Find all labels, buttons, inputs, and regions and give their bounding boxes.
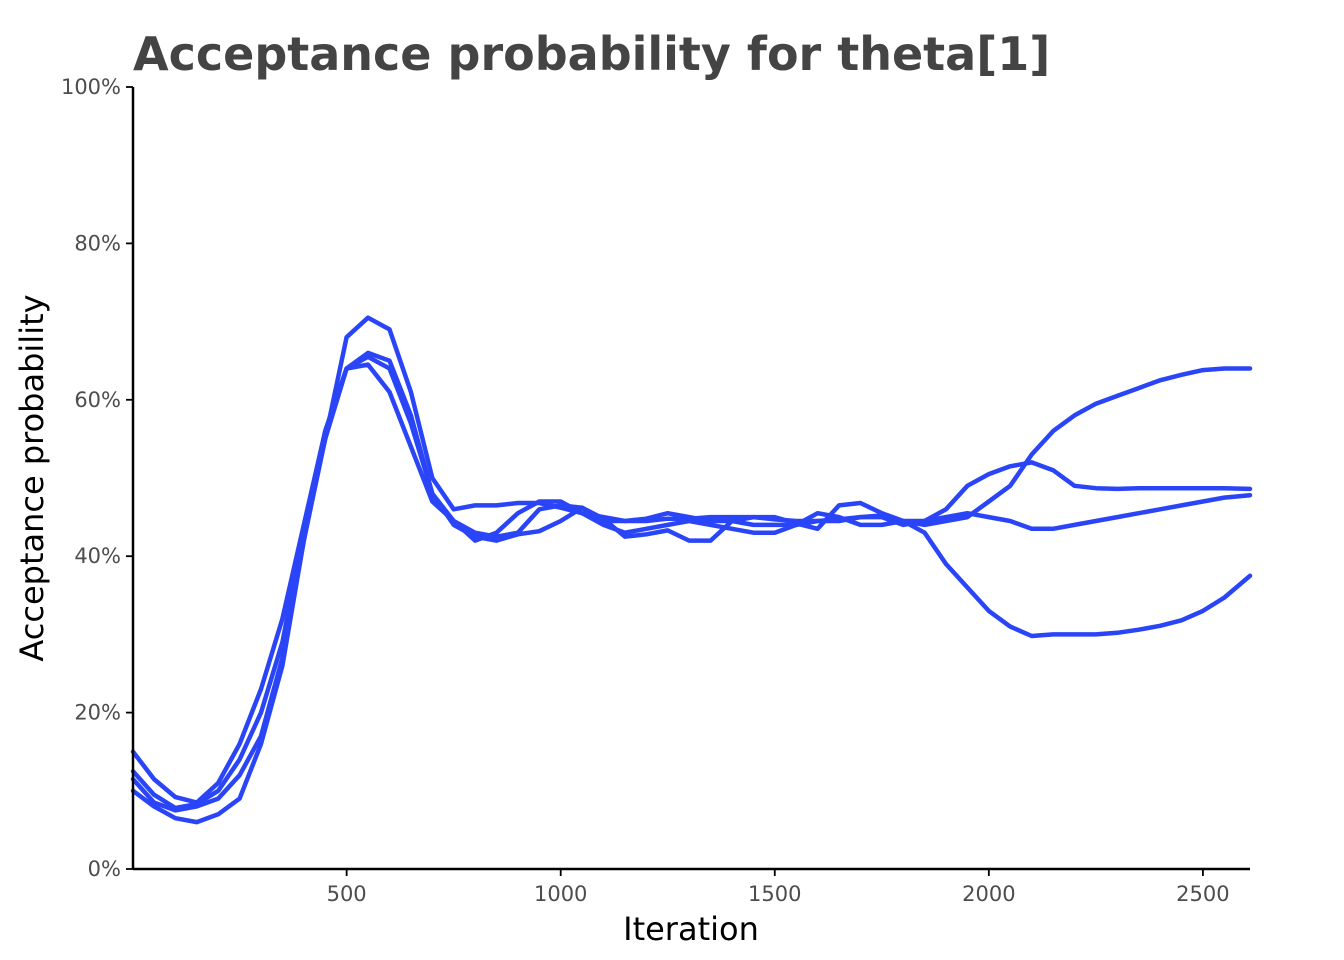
y-tick-label: 20% — [74, 701, 121, 725]
y-tick-label: 80% — [74, 231, 121, 255]
x-tick-label: 1500 — [748, 882, 801, 906]
series-layer — [130, 315, 1253, 825]
y-axis-ticks: 0% 20% 40% 60% 80% 100% — [61, 75, 133, 881]
x-tick-label: 2000 — [962, 882, 1015, 906]
x-tick-label: 1000 — [534, 882, 587, 906]
x-axis-title: Iteration — [623, 910, 759, 948]
chart-title: Acceptance probability for theta[1] — [133, 27, 1050, 81]
y-axis-title: Acceptance probability — [13, 294, 51, 661]
y-tick-label: 100% — [61, 75, 121, 99]
y-tick-label: 0% — [88, 857, 121, 881]
x-tick-label: 2500 — [1176, 882, 1229, 906]
y-tick-label: 40% — [74, 544, 121, 568]
x-tick-label: 500 — [327, 882, 367, 906]
x-axis-ticks: 500 1000 1500 2000 2500 — [327, 869, 1230, 906]
series-line-1 — [130, 362, 1253, 805]
series-line-3 — [130, 354, 1253, 813]
y-tick-label: 60% — [74, 388, 121, 412]
series-line-4 — [130, 350, 1253, 825]
